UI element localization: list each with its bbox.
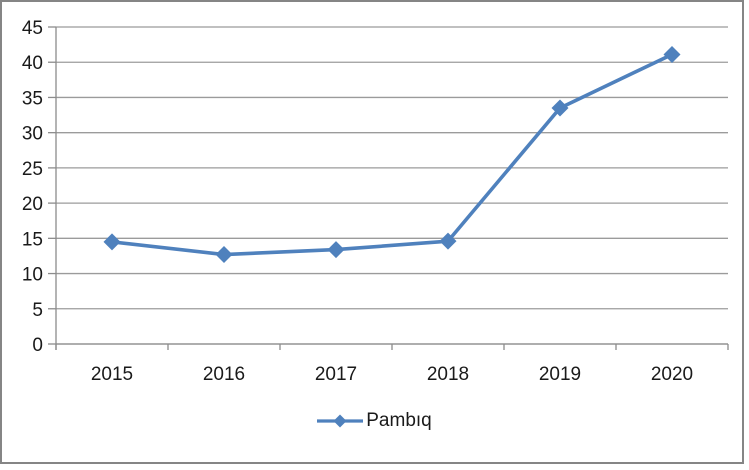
x-tick-label: 2019 <box>539 364 581 385</box>
y-tick-label: 45 <box>22 18 43 39</box>
legend-series-label: Pambıq <box>366 410 432 431</box>
data-point-marker-2018 <box>439 232 457 250</box>
legend-line-diamond-icon <box>317 414 364 428</box>
data-point-marker-2016 <box>215 246 233 264</box>
x-tick-label: 2015 <box>91 364 133 385</box>
y-tick-label: 5 <box>32 300 43 321</box>
y-tick-label: 30 <box>22 124 43 145</box>
y-tick-label: 25 <box>22 159 43 180</box>
y-tick-label: 15 <box>22 229 43 250</box>
x-tick-label: 2016 <box>203 364 245 385</box>
x-tick-label: 2018 <box>427 364 469 385</box>
y-tick-label: 20 <box>22 194 43 215</box>
legend-diamond <box>333 414 347 428</box>
y-tick-label: 35 <box>22 88 43 109</box>
y-tick-label: 10 <box>22 265 43 286</box>
chart-legend: Pambıq <box>0 410 749 432</box>
x-tick-label: 2017 <box>315 364 357 385</box>
series-line <box>110 52 674 257</box>
y-tick-label: 0 <box>32 335 43 356</box>
y-gridlines: 0 5 10 15 20 25 30 35 40 45 <box>22 18 728 356</box>
data-point-marker-2017 <box>327 241 345 259</box>
data-point-marker-2020 <box>663 45 681 63</box>
data-point-marker-2019 <box>551 99 569 117</box>
data-point-marker-2015 <box>103 233 121 251</box>
y-tick-label: 40 <box>22 53 43 74</box>
x-tick-label: 2020 <box>651 364 693 385</box>
